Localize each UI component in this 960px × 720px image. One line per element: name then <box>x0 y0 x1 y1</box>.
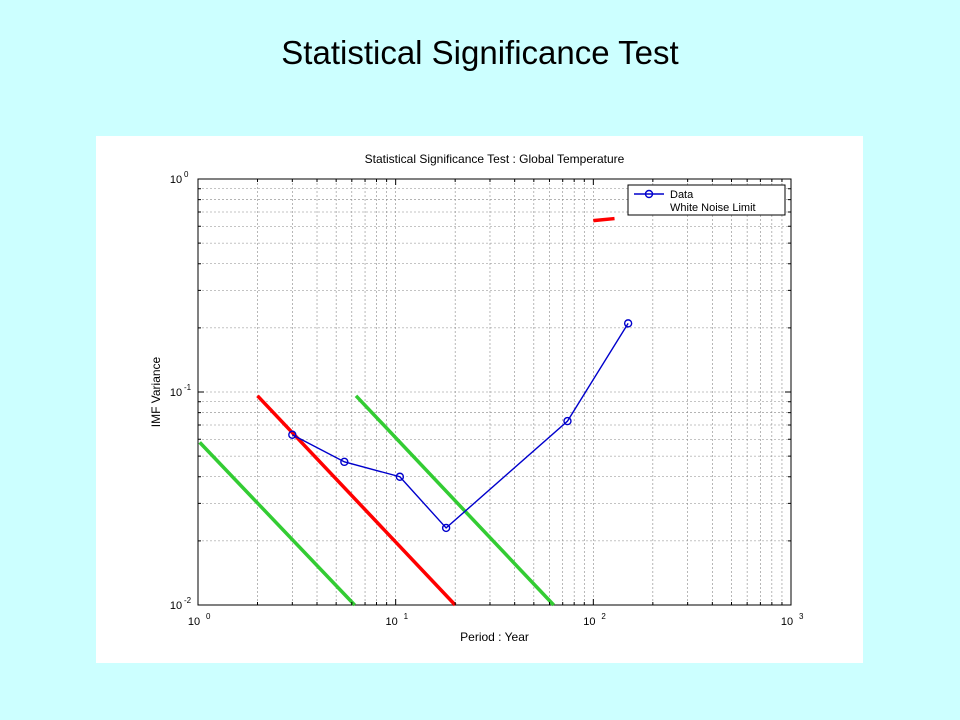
legend-data-marker <box>644 189 654 199</box>
legend-label-white-noise: White Noise Limit <box>670 202 756 214</box>
y-tick-label: 10 <box>170 174 182 186</box>
x-tick-exponent: 1 <box>404 612 409 621</box>
white-noise-segment <box>593 216 615 223</box>
data-point <box>340 457 349 467</box>
x-tick-exponent: 0 <box>206 612 211 621</box>
axis-layer: 10 0 10 1 10 2 10 310 -210 -110 0 <box>170 170 804 628</box>
legend-box <box>627 184 786 216</box>
legend: Data White Noise Limit <box>627 184 786 216</box>
chart: 10 0 10 1 10 2 10 310 -210 -110 0 Statistical Sign… <box>149 152 804 644</box>
data-point <box>563 416 572 426</box>
y-axis-label: IMF Variance <box>149 356 163 427</box>
data-point <box>623 319 633 328</box>
slide-title: Statistical Significance Test <box>281 34 679 71</box>
x-tick-exponent: 3 <box>799 612 804 621</box>
x-tick-label: 10 <box>386 616 398 628</box>
reference-line-2 <box>354 394 555 607</box>
series-layer <box>288 319 633 533</box>
legend-label-data: Data <box>670 189 694 201</box>
series-line-data <box>291 322 629 529</box>
reference-lines <box>198 216 615 607</box>
x-tick-label: 10 <box>583 616 595 628</box>
data-point <box>441 523 451 533</box>
grid-layer <box>198 179 791 605</box>
y-tick-exponent: -2 <box>184 596 192 605</box>
reference-line-1 <box>198 441 356 607</box>
x-tick-label: 10 <box>188 616 200 628</box>
data-point <box>288 430 297 439</box>
x-axis-label: Period : Year <box>460 630 529 644</box>
data-point <box>395 472 405 481</box>
y-tick-exponent: 0 <box>184 170 189 179</box>
reference-line-0 <box>256 394 457 607</box>
figure-panel: 10 0 10 1 10 2 10 3 10 -2 10 -1 10 0 Statistical Sign… <box>96 136 863 663</box>
x-tick-exponent: 2 <box>601 612 606 621</box>
x-tick-label: 10 <box>781 616 793 628</box>
y-tick-exponent: -1 <box>184 383 192 392</box>
y-tick-label: 10 <box>170 387 182 399</box>
y-tick-label: 10 <box>170 600 182 612</box>
chart-title: Statistical Significance Test : Global T… <box>365 152 625 166</box>
